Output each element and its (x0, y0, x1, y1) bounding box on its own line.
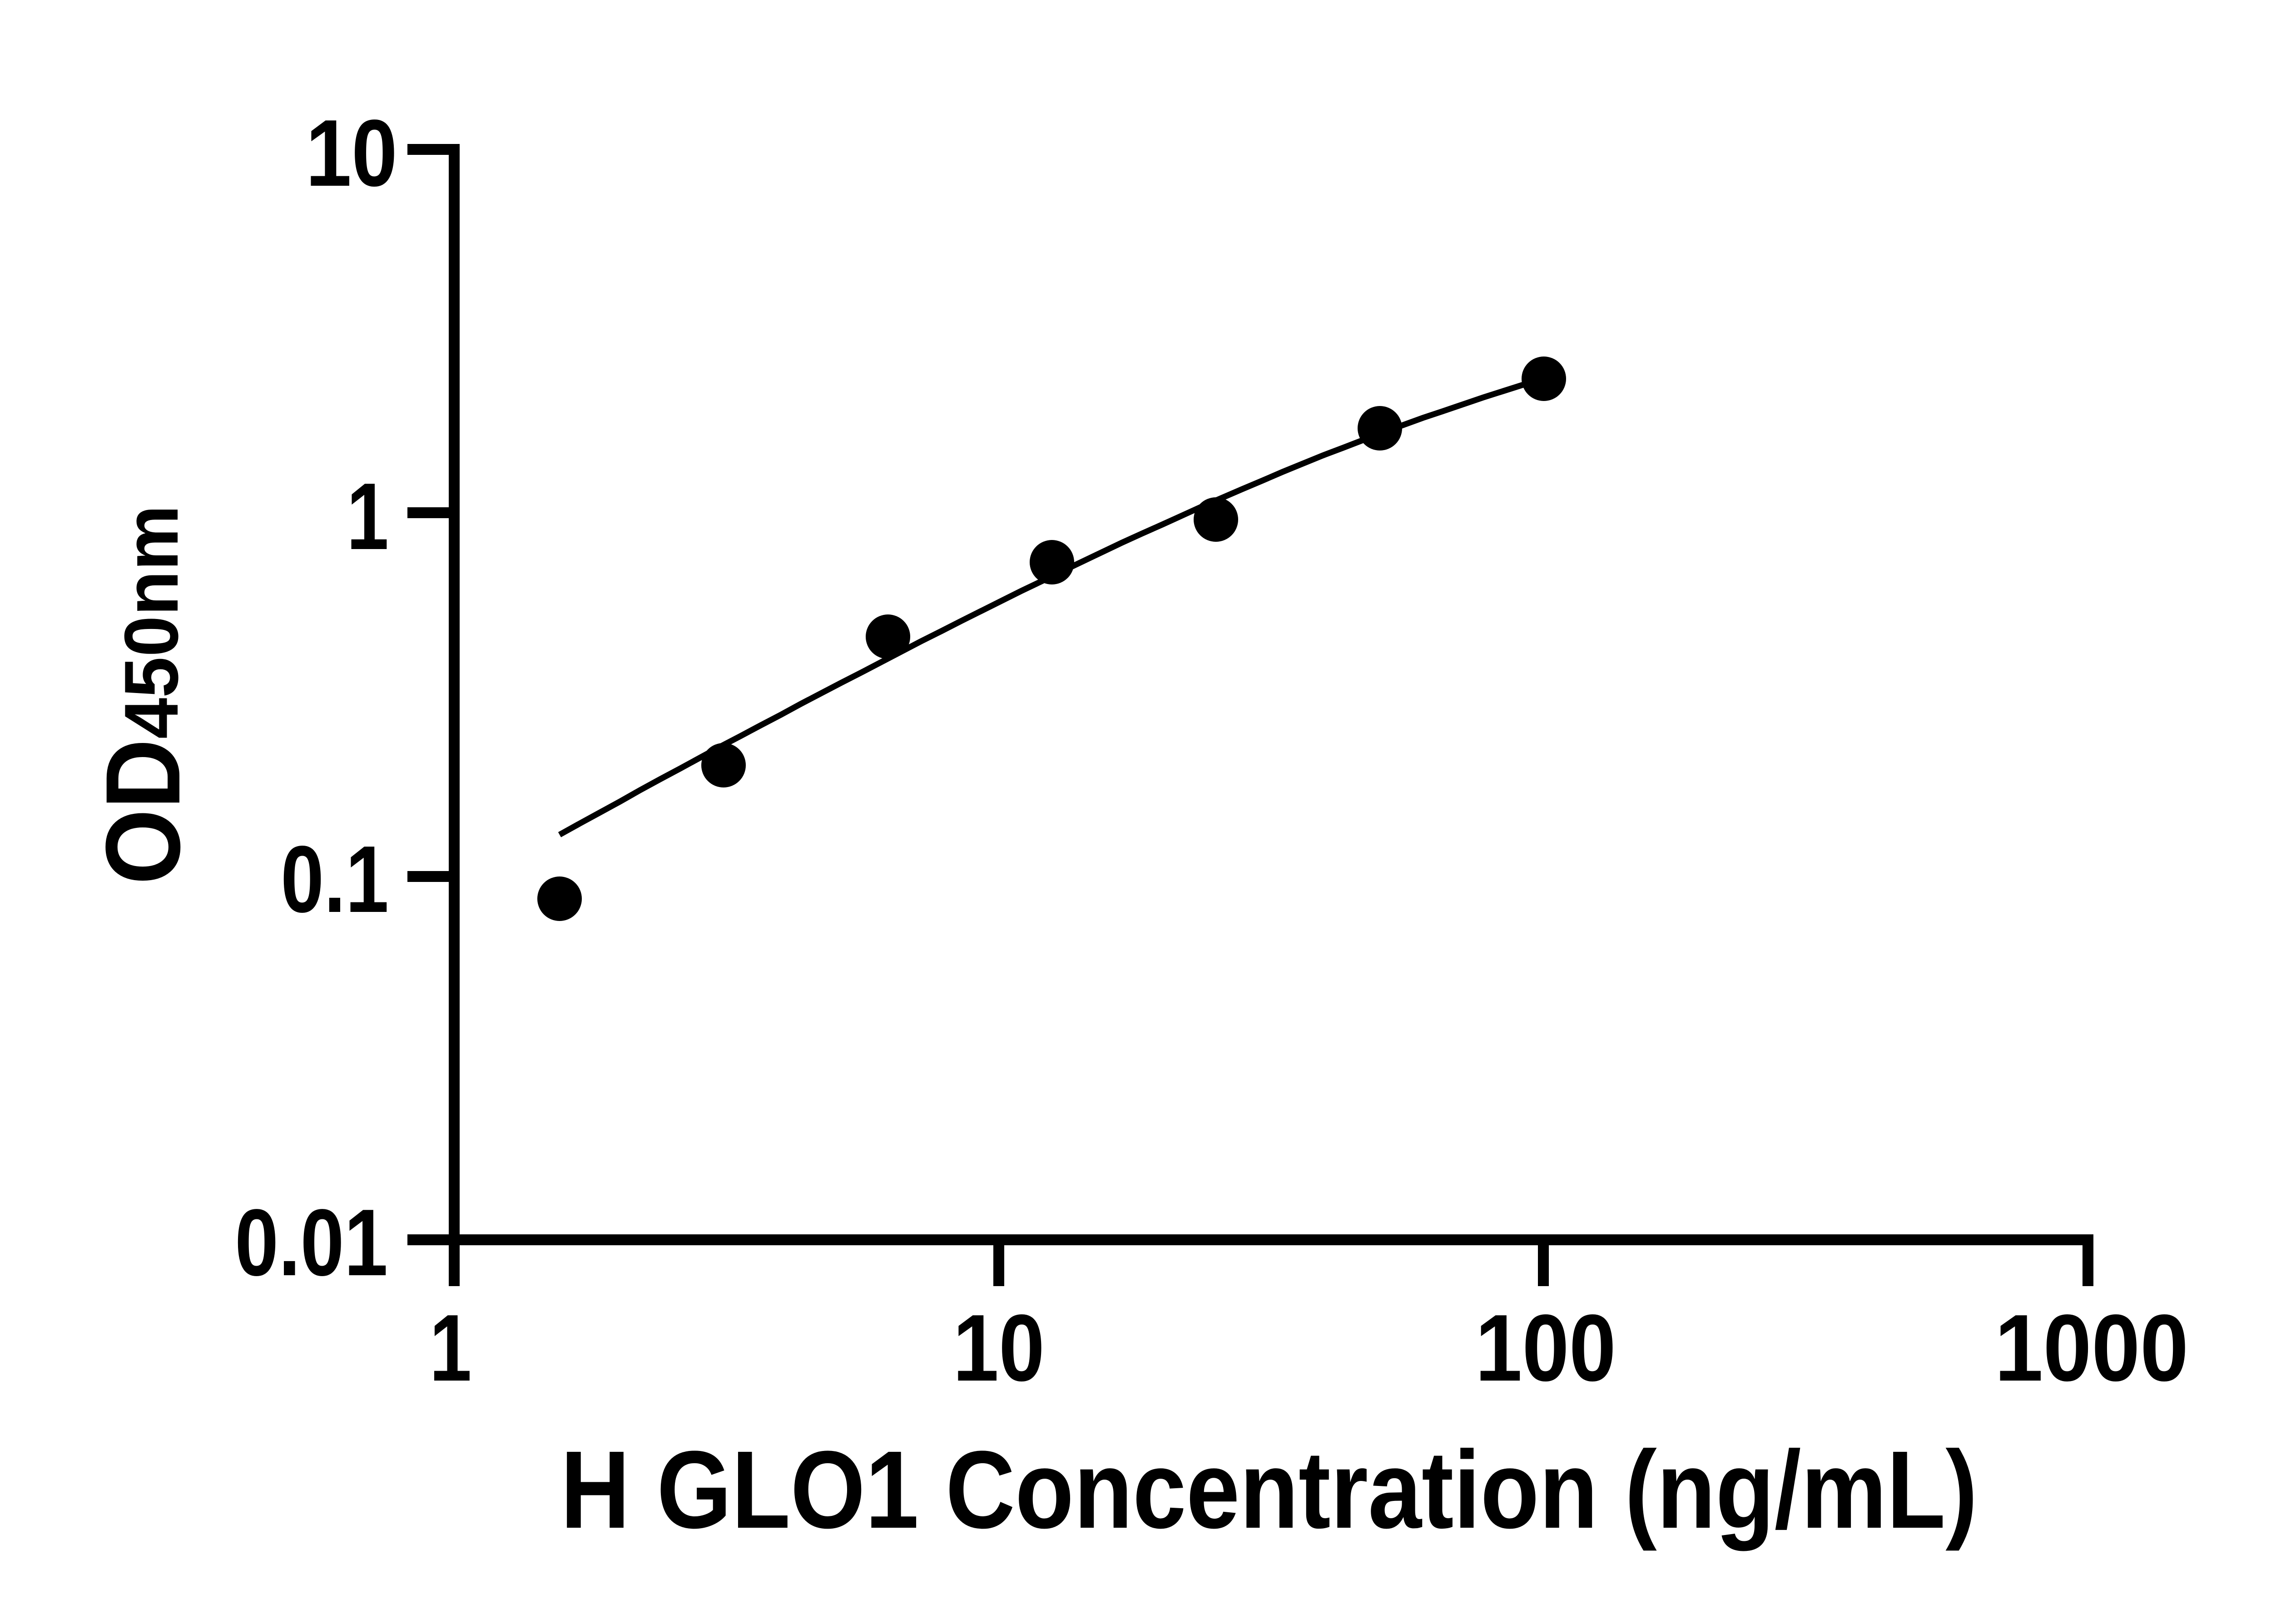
svg-text:450nm: 450nm (109, 505, 194, 739)
svg-text:1: 1 (430, 1295, 472, 1401)
svg-text:1000: 1000 (1995, 1295, 2189, 1401)
svg-text:10: 10 (953, 1295, 1045, 1401)
svg-text:0.01: 0.01 (235, 1190, 388, 1296)
svg-text:0.1: 0.1 (281, 827, 389, 932)
svg-text:1: 1 (347, 464, 389, 569)
svg-text:100: 100 (1475, 1295, 1616, 1401)
svg-text:OD: OD (84, 739, 202, 885)
svg-text:10: 10 (306, 100, 397, 206)
svg-text:H GLO1 Concentration (ng/mL): H GLO1 Concentration (ng/mL) (560, 1428, 1978, 1551)
